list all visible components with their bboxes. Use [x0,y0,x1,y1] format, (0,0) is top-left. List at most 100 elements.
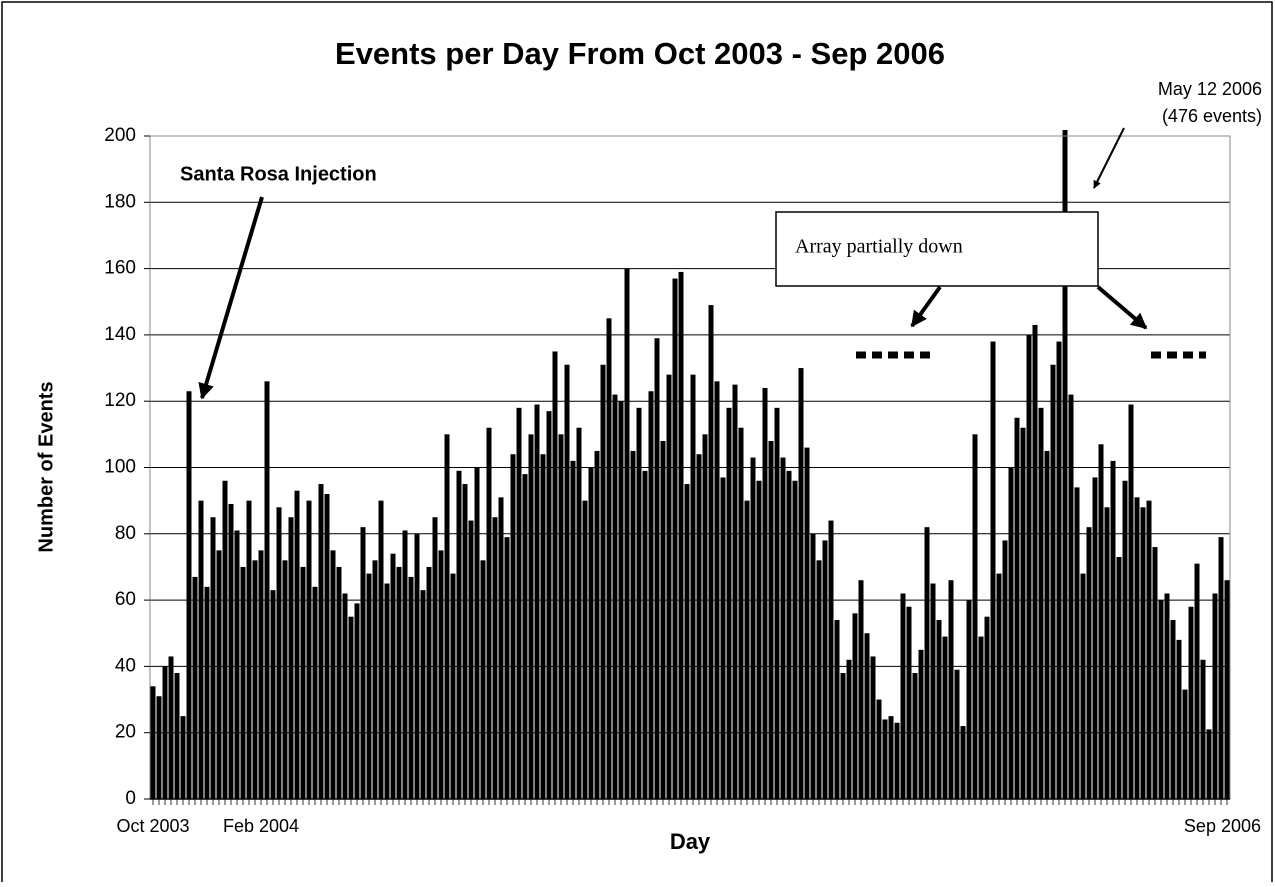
bar [534,404,540,799]
bar [612,394,618,799]
annotation-box [775,211,1099,287]
bar [336,566,342,799]
bar [942,636,948,799]
bar [690,374,696,799]
bar [624,268,630,800]
bar [450,573,456,799]
bar [1092,477,1098,799]
bar [738,427,744,799]
bar [312,586,318,799]
x-tick-label: Oct 2003 [116,816,189,836]
bar [1170,619,1176,799]
bar [900,593,906,799]
bar [678,271,684,799]
bar [864,633,870,799]
bar [984,616,990,799]
bar [594,450,600,799]
bar [774,407,780,799]
bar [420,590,426,799]
bar [180,716,186,799]
bar [216,550,222,799]
bar [768,440,774,799]
bar [258,550,264,799]
bar [480,560,486,799]
bar [162,666,168,799]
bar [924,527,930,799]
bar [720,477,726,799]
bar [552,351,558,799]
bar [510,454,516,799]
bar [888,716,894,799]
annotation: (476 events) [1162,106,1262,126]
bar [1224,580,1230,799]
x-tick-label: Feb 2004 [223,816,299,836]
bar [918,649,924,799]
bar [882,719,888,799]
bar [1218,537,1224,799]
bar [522,474,528,799]
bar [426,566,432,799]
bar [306,500,312,799]
bar [282,560,288,799]
bar [840,673,846,799]
bar [546,411,552,799]
bar [396,566,402,799]
bar [1062,130,1068,799]
bar [576,427,582,799]
bar [630,450,636,799]
y-axis-label: Number of Events [35,381,57,552]
bar [756,480,762,799]
bar [1200,659,1206,799]
bar [846,659,852,799]
bar [1140,507,1146,799]
bar [432,517,438,799]
annotation: Santa Rosa Injection [180,163,377,185]
bar [528,434,534,799]
bar [876,699,882,799]
bar [948,580,954,799]
bar [198,500,204,799]
annotation-arrow [1096,285,1148,330]
bar [852,613,858,799]
bar [1128,404,1134,799]
bar [600,364,606,799]
bar [354,603,360,799]
bar [438,550,444,799]
bar [1038,407,1044,799]
bar [342,593,348,799]
bar [762,387,768,799]
bar [324,494,330,799]
annotation-arrow [198,196,264,400]
bar [828,520,834,799]
bar [486,427,492,799]
chart-title: Events per Day From Oct 2003 - Sep 2006 [335,36,945,71]
bar [1164,593,1170,799]
bar [474,467,480,799]
bar [1146,500,1152,799]
bar [810,533,816,799]
bar [150,686,156,799]
bar [174,673,180,799]
bar [822,540,828,799]
bars [150,130,1230,800]
bar [792,480,798,799]
bar [654,338,660,799]
bar [648,391,654,799]
bar [588,467,594,799]
bar [504,537,510,799]
bar [330,550,336,799]
y-tick-label: 40 [115,655,136,676]
bar [402,530,408,799]
y-tick-label: 20 [115,722,136,743]
bar [1188,606,1194,799]
y-tick-label: 100 [104,457,136,478]
bar [240,566,246,799]
bar [732,384,738,799]
bar [696,454,702,799]
bar [210,517,216,799]
bar [1176,639,1182,799]
bar [1122,480,1128,799]
bar [408,576,414,799]
